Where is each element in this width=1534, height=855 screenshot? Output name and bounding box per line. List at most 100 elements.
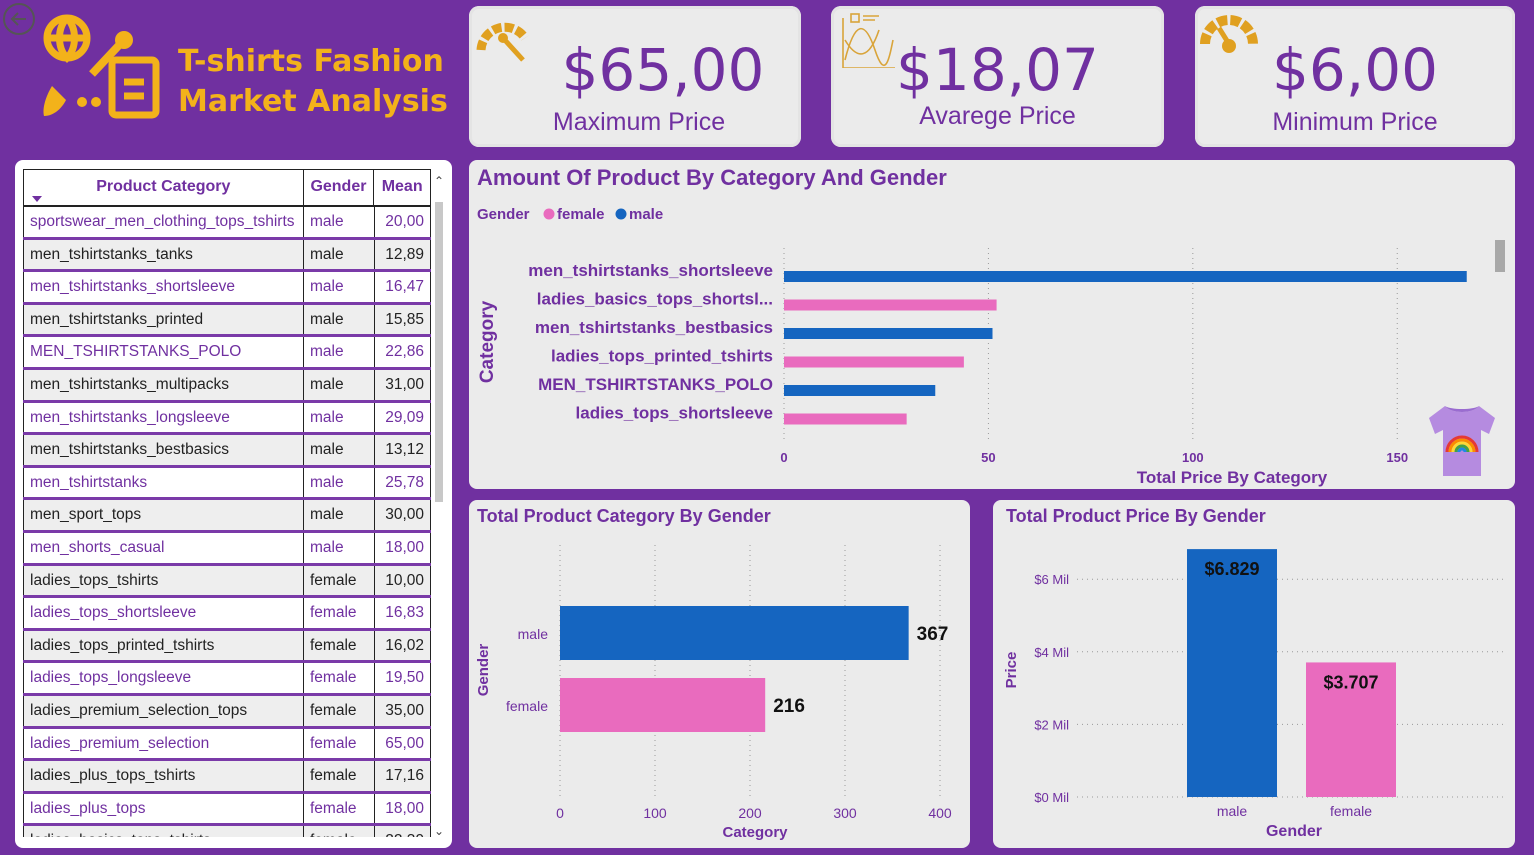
table-row[interactable]: ladies_tops_tshirts female 10,00 bbox=[23, 565, 431, 599]
cell-mean: 29,09 bbox=[375, 402, 431, 433]
cell-gender: male bbox=[304, 369, 375, 400]
kpi-label: Minimum Price bbox=[1272, 108, 1438, 136]
title-line-2: Market Analysis bbox=[178, 84, 448, 119]
table-body: sportswear_men_clothing_tops_tshirts male… bbox=[23, 207, 431, 837]
kpi-value: $6,00 bbox=[1271, 36, 1439, 104]
cell-product-category: ladies_tops_tshirts bbox=[23, 565, 304, 596]
x-tick-label: 400 bbox=[928, 805, 952, 821]
cell-product-category: men_tshirtstanks_tanks bbox=[23, 239, 304, 270]
legend-marker bbox=[543, 208, 555, 220]
scroll-up-icon[interactable]: ⌃ bbox=[433, 174, 445, 188]
cell-mean: 19,50 bbox=[375, 663, 431, 693]
cell-mean: 20,00 bbox=[375, 207, 431, 237]
cell-gender: male bbox=[304, 239, 375, 270]
kpi-maximum-price: $65,00 Maximum Price bbox=[469, 6, 801, 147]
table-scrollbar[interactable]: ⌃ ⌄ bbox=[433, 174, 445, 838]
table-row[interactable]: ladies_plus_tops female 18,00 bbox=[23, 793, 431, 827]
table-row[interactable]: men_tshirtstanks_longsleeve male 29,09 bbox=[23, 402, 431, 436]
table-row[interactable]: ladies_basics_tops_tshirtsfemale22,30 bbox=[23, 826, 431, 837]
cell-mean: 13,12 bbox=[375, 435, 431, 465]
scroll-thumb[interactable] bbox=[435, 202, 443, 502]
data-label: 367 bbox=[917, 624, 949, 645]
cell-product-category: men_tshirtstanks_longsleeve bbox=[23, 402, 304, 433]
x-tick-label: 0 bbox=[556, 805, 564, 821]
cell-product-category: men_tshirtstanks_multipacks bbox=[23, 369, 304, 400]
bar bbox=[784, 299, 997, 311]
table-row[interactable]: men_shorts_casual male 18,00 bbox=[23, 532, 431, 566]
cell-product-category: ladies_premium_selection bbox=[23, 728, 304, 759]
bar bbox=[784, 385, 936, 396]
y-category-label: men_tshirtstanks_shortsleeve bbox=[528, 261, 773, 280]
cell-gender: male bbox=[304, 435, 375, 465]
data-label: 216 bbox=[773, 696, 805, 717]
col-header-label: Product Category bbox=[96, 178, 231, 195]
y-category-label: men_tshirtstanks_bestbasics bbox=[535, 318, 773, 337]
y-category-label: female bbox=[506, 698, 548, 714]
table-row[interactable]: ladies_tops_shortsleeve female 16,83 bbox=[23, 598, 431, 631]
table-row[interactable]: men_tshirtstanks_multipacks male 31,00 bbox=[23, 369, 431, 403]
table-row[interactable]: men_tshirtstanks_bestbasics male 13,12 bbox=[23, 435, 431, 468]
cell-product-category: ladies_tops_printed_tshirts bbox=[23, 630, 304, 661]
x-tick-label: 100 bbox=[1182, 450, 1204, 465]
cell-mean: 16,02 bbox=[375, 630, 431, 661]
bar bbox=[784, 356, 964, 368]
kpi-label: Avarege Price bbox=[919, 102, 1076, 130]
y-tick-label: $6 Mil bbox=[1034, 572, 1069, 587]
title-line-1: T-shirts Fashion bbox=[178, 44, 444, 79]
scroll-down-icon[interactable]: ⌄ bbox=[433, 824, 445, 838]
sort-descending-icon[interactable] bbox=[32, 196, 42, 202]
table-row[interactable]: men_tshirtstanks_printed male 15,85 bbox=[23, 304, 431, 338]
chart-title: Total Product Price By Gender bbox=[1006, 506, 1266, 526]
cell-gender: female bbox=[304, 663, 375, 693]
table-row[interactable]: men_tshirtstanks_tanks male 12,89 bbox=[23, 239, 431, 273]
col-header-mean[interactable]: Mean bbox=[381, 178, 423, 195]
bar bbox=[784, 413, 907, 425]
back-arrow-icon[interactable] bbox=[2, 2, 36, 36]
x-tick-label: 150 bbox=[1386, 450, 1408, 465]
cell-mean: 35,00 bbox=[375, 695, 431, 726]
table-row[interactable]: ladies_premium_selection female 65,00 bbox=[23, 728, 431, 762]
x-category-label: female bbox=[1330, 803, 1372, 819]
cell-mean: 17,16 bbox=[375, 761, 431, 791]
cell-mean: 18,00 bbox=[375, 532, 431, 563]
legend-marker bbox=[615, 208, 627, 220]
rainbow-tshirt-icon bbox=[1429, 406, 1495, 476]
cell-mean: 65,00 bbox=[375, 728, 431, 759]
x-axis-title: Category bbox=[722, 824, 788, 841]
col-header-gender[interactable]: Gender bbox=[304, 170, 375, 205]
y-category-label: male bbox=[518, 626, 549, 642]
table-row[interactable]: ladies_plus_tops_tshirts female 17,16 bbox=[23, 761, 431, 794]
cell-mean: 31,00 bbox=[375, 369, 431, 400]
cell-product-category: ladies_plus_tops bbox=[23, 793, 304, 824]
table-row[interactable]: sportswear_men_clothing_tops_tshirts male… bbox=[23, 207, 431, 240]
cell-gender: female bbox=[304, 695, 375, 726]
table-row[interactable]: MEN_TSHIRTSTANKS_POLO male 22,86 bbox=[23, 337, 431, 370]
cell-gender: female bbox=[304, 826, 375, 837]
bar bbox=[560, 678, 766, 732]
cell-product-category: men_shorts_casual bbox=[23, 532, 304, 563]
kpi-label: Maximum Price bbox=[552, 108, 726, 136]
table-row[interactable]: ladies_tops_longsleeve female 19,50 bbox=[23, 663, 431, 696]
x-tick-label: 200 bbox=[738, 805, 762, 821]
table-row[interactable]: ladies_premium_selection_tops female 35,00 bbox=[23, 695, 431, 729]
column bbox=[1306, 662, 1396, 797]
chart-scrollbar-thumb[interactable] bbox=[1495, 240, 1505, 272]
cell-mean: 30,00 bbox=[375, 500, 431, 530]
cell-gender: male bbox=[304, 304, 375, 335]
cell-gender: male bbox=[304, 467, 375, 498]
table-row[interactable]: men_sport_tops male 30,00 bbox=[23, 500, 431, 533]
cell-gender: male bbox=[304, 207, 375, 237]
cell-gender: male bbox=[304, 402, 375, 433]
y-axis-title: Category bbox=[477, 300, 498, 383]
table-row[interactable]: men_tshirtstanks_shortsleeve male 16,47 bbox=[23, 272, 431, 305]
col-header-product-category[interactable]: Product Category bbox=[24, 170, 304, 205]
y-category-label: MEN_TSHIRTSTANKS_POLO bbox=[538, 375, 773, 394]
y-category-label: ladies_tops_shortsleeve bbox=[576, 404, 773, 423]
table-row[interactable]: ladies_tops_printed_tshirts female 16,02 bbox=[23, 630, 431, 664]
x-axis-title: Gender bbox=[1266, 823, 1322, 840]
cell-gender: female bbox=[304, 565, 375, 596]
speedometer-icon bbox=[476, 22, 529, 62]
table-row[interactable]: men_tshirtstanks male 25,78 bbox=[23, 467, 431, 501]
cell-mean: 12,89 bbox=[375, 239, 431, 270]
chart-analysis-icon bbox=[842, 13, 895, 68]
